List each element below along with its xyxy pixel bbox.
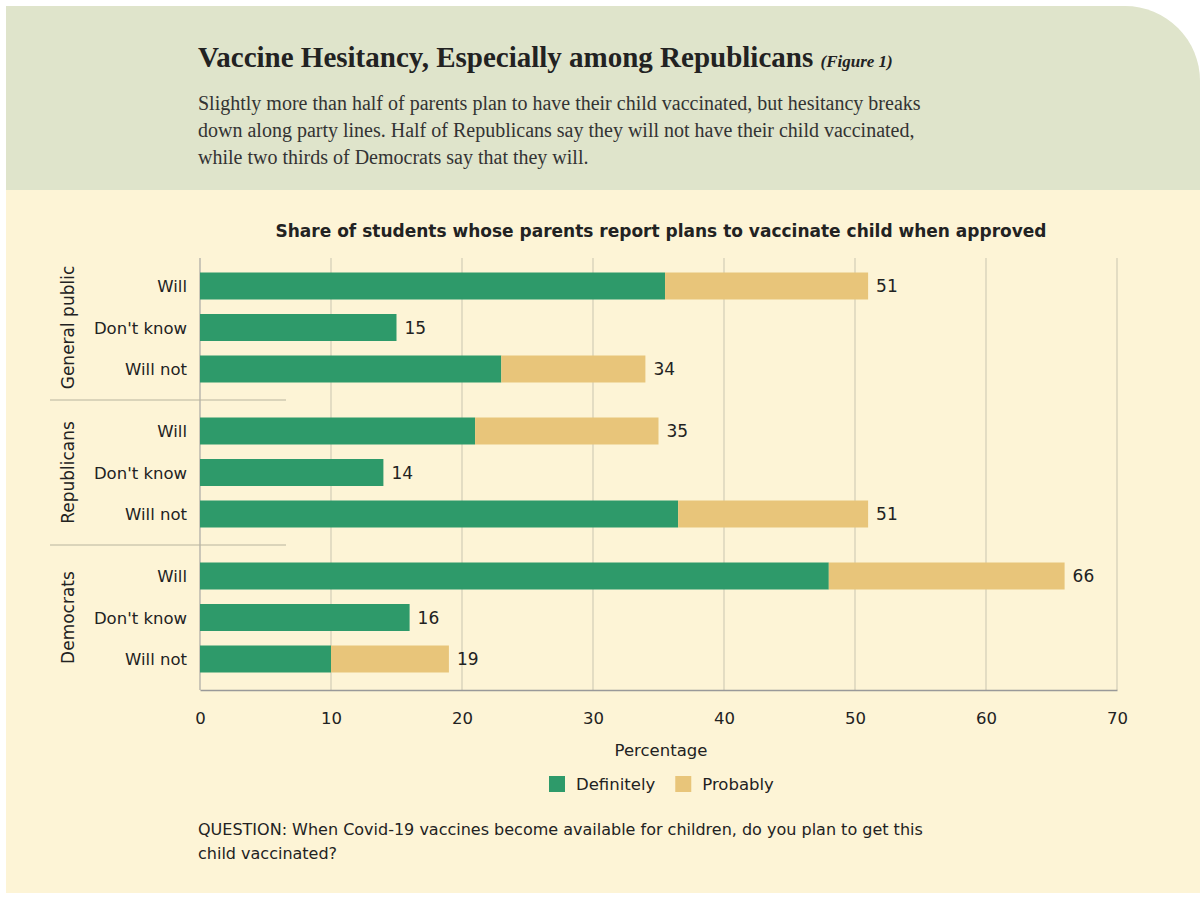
group-label: Republicans: [58, 421, 78, 524]
bar: [331, 646, 449, 673]
bar: [396, 314, 397, 341]
bar: [665, 273, 868, 300]
bar: [475, 418, 658, 445]
x-tick-label: 50: [845, 709, 866, 728]
bar: [200, 604, 410, 631]
series-bars: [331, 273, 1065, 673]
x-tick: 20: [452, 690, 473, 728]
x-tick-label: 70: [1107, 709, 1128, 728]
legend-label: Probably: [702, 775, 774, 794]
legend-item: Probably: [675, 775, 774, 794]
total-label: 14: [391, 463, 413, 483]
bar: [200, 314, 397, 341]
legend-swatch: [675, 776, 691, 792]
group-label: General public: [58, 266, 78, 390]
chart-canvas: Vaccine Hesitancy, Especially among Repu…: [0, 0, 1200, 905]
group-separator: [50, 400, 286, 401]
total-label: 19: [457, 649, 479, 669]
series-bars: [200, 273, 829, 673]
header-background: [6, 6, 1200, 190]
title: Vaccine Hesitancy, Especially among Repu…: [198, 41, 893, 73]
grid-line: [986, 258, 987, 690]
title-text: Vaccine Hesitancy, Especially among Repu…: [198, 41, 813, 73]
total-label: 66: [1073, 566, 1095, 586]
grid-line: [462, 258, 463, 690]
x-tick-label: 40: [714, 709, 735, 728]
bar: [200, 356, 501, 383]
bar: [383, 459, 384, 486]
subtitle: Slightly more than half of parents plan …: [198, 92, 921, 115]
figure-label: (Figure 1): [820, 52, 892, 71]
category-label: Will not: [125, 360, 188, 379]
note: child vaccinated?: [198, 844, 337, 863]
x-axis: 0 10 20 30 40 50 60 70: [195, 690, 1128, 728]
grid-line: [1117, 258, 1118, 690]
bar: [200, 646, 331, 673]
x-tick: 60: [976, 690, 997, 728]
group-label: Democrats: [58, 571, 78, 664]
category-label: Will not: [125, 650, 188, 669]
title-space: [813, 41, 820, 73]
x-tick-label: 60: [976, 709, 997, 728]
total-label: 15: [405, 318, 427, 338]
total-label: 51: [876, 504, 898, 524]
category-label: Will: [157, 422, 187, 441]
category-label: Don't know: [94, 319, 187, 338]
total-label: 51: [876, 276, 898, 296]
chart-title: Share of students whose parents report p…: [276, 221, 1047, 241]
group-separator: [50, 545, 286, 546]
x-tick: 0: [195, 690, 206, 728]
grid-line: [855, 258, 856, 690]
bar: [200, 418, 475, 445]
grid-line: [593, 258, 594, 690]
x-tick-label: 30: [583, 709, 604, 728]
x-tick-label: 10: [321, 709, 342, 728]
bar: [200, 273, 665, 300]
x-axis-title: Percentage: [615, 741, 708, 760]
bar: [200, 459, 383, 486]
grid: [200, 258, 1117, 690]
x-tick-label: 20: [452, 709, 473, 728]
subtitle: down along party lines. Half of Republic…: [198, 119, 914, 142]
category-label: Will: [157, 277, 187, 296]
category-label: Will not: [125, 505, 188, 524]
chart-background: [6, 190, 1200, 893]
x-tick: 50: [845, 690, 866, 728]
category-label: Don't know: [94, 464, 187, 483]
bar: [829, 563, 1065, 590]
note: QUESTION: When Covid-19 vaccines become …: [198, 820, 923, 839]
bar: [409, 604, 410, 631]
subtitle: while two thirds of Democrats say that t…: [198, 146, 588, 169]
legend-item: Definitely: [549, 775, 655, 794]
legend-swatch: [549, 776, 565, 792]
grid-line: [724, 258, 725, 690]
x-tick: 70: [1107, 690, 1128, 728]
bars: [200, 273, 1065, 673]
bar: [501, 356, 645, 383]
category-label: Don't know: [94, 609, 187, 628]
bar: [678, 501, 868, 528]
bar: [200, 563, 829, 590]
total-label: 16: [418, 608, 440, 628]
legend-label: Definitely: [576, 775, 655, 794]
x-axis-line: [201, 690, 1118, 692]
bar: [200, 501, 678, 528]
x-tick: 30: [583, 690, 604, 728]
x-tick: 10: [321, 690, 342, 728]
x-tick-label: 0: [195, 709, 206, 728]
total-label: 34: [653, 359, 675, 379]
legend: Definitely Probably: [549, 775, 774, 794]
category-label: Will: [157, 567, 187, 586]
total-label: 35: [667, 421, 689, 441]
x-tick: 40: [714, 690, 735, 728]
